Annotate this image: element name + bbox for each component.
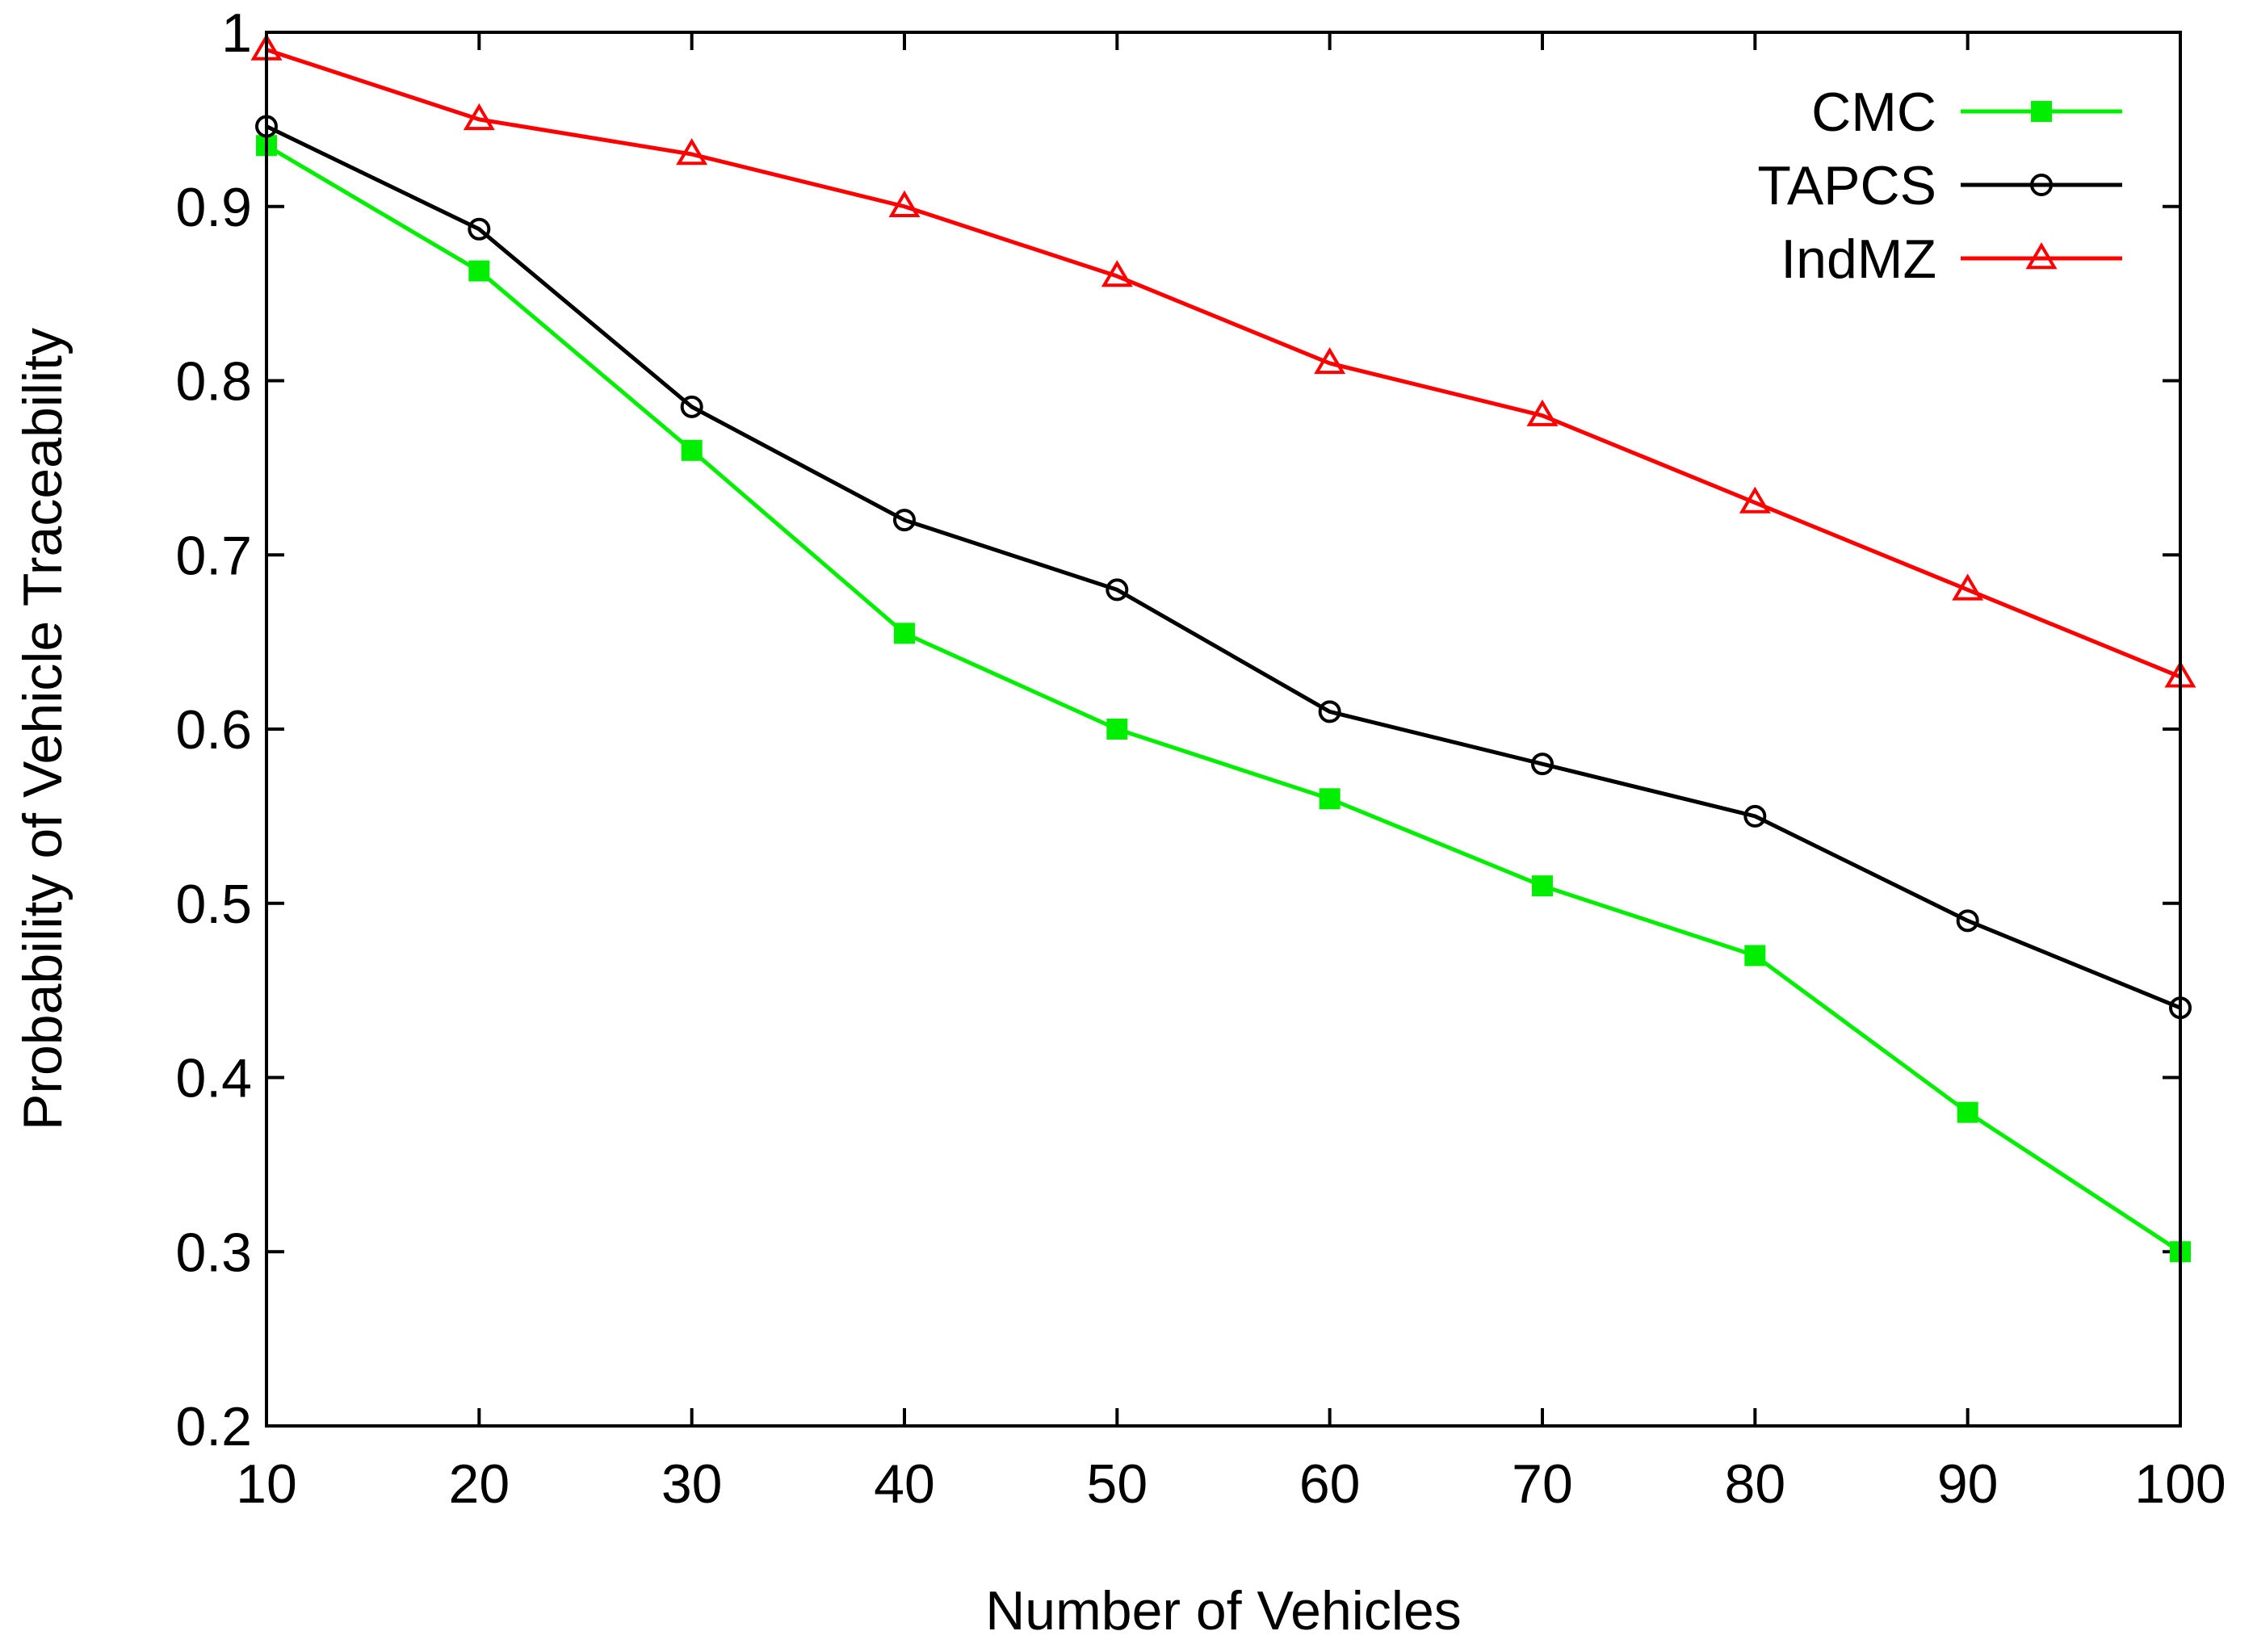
ticks-layer: 0.2 0.3 0.4 0.5 0.6 0.7 0.8 0.9 1 10 20 30 40 50 60 70 8… — [175, 2, 2226, 1515]
y-tick-label: 0.6 — [175, 699, 252, 761]
legend-item-tapcs: TAPCS — [1757, 155, 2122, 216]
x-tick-label: 100 — [2134, 1453, 2226, 1515]
legend-marker-tapcs — [2030, 174, 2053, 196]
series-line-tapcs — [265, 124, 2181, 1010]
data-point-tapcs — [1106, 578, 1129, 602]
data-point-tapcs — [1531, 753, 1554, 776]
x-tick-label: 60 — [1299, 1453, 1361, 1515]
x-tick-label: 90 — [1937, 1453, 1999, 1515]
series-tapcs — [255, 115, 2192, 1020]
x-tick-label: 20 — [449, 1453, 510, 1515]
data-point-indmz — [1952, 573, 1984, 601]
x-tick-label: 70 — [1512, 1453, 1573, 1515]
data-point-indmz — [676, 138, 708, 166]
x-tick-label: 50 — [1087, 1453, 1148, 1515]
series-layer — [250, 33, 2196, 1263]
x-axis-label: Number of Vehicles — [985, 1580, 1462, 1642]
data-point-indmz — [1739, 486, 1771, 514]
legend-marker-indmz — [2025, 242, 2058, 270]
legend-label-tapcs: TAPCS — [1757, 155, 1936, 216]
legend-label-cmc: CMC — [1811, 82, 1936, 143]
y-tick-label: 0.4 — [175, 1048, 252, 1109]
y-tick-label: 0.7 — [175, 525, 252, 586]
data-point-cmc — [1319, 788, 1340, 810]
data-point-tapcs — [1956, 909, 1979, 933]
data-point-cmc — [681, 439, 703, 461]
y-axis-label: Probability of Vehicle Traceability — [12, 328, 73, 1130]
legend-item-indmz: IndMZ — [1781, 229, 2122, 290]
legend-item-cmc: CMC — [1811, 82, 2122, 143]
series-line-indmz — [266, 48, 2181, 679]
data-point-cmc — [1106, 719, 1128, 740]
data-point-tapcs — [468, 217, 491, 241]
plot-frame — [265, 31, 2182, 1428]
x-tick-label: 80 — [1725, 1453, 1786, 1515]
x-tick-label: 30 — [661, 1453, 723, 1515]
y-tick-label: 0.3 — [175, 1222, 252, 1283]
series-cmc — [256, 135, 2191, 1263]
data-point-tapcs — [1318, 700, 1341, 723]
y-tick-label: 0.5 — [175, 874, 252, 935]
x-tick-label: 10 — [236, 1453, 297, 1515]
data-point-indmz — [463, 103, 495, 131]
data-point-tapcs — [680, 395, 703, 418]
data-point-indmz — [888, 190, 921, 217]
data-point-indmz — [1526, 399, 1559, 426]
y-tick-label: 0.2 — [175, 1396, 252, 1457]
legend: CMC TAPCS IndMZ — [1757, 82, 2122, 290]
data-point-cmc — [1957, 1101, 1978, 1123]
data-point-cmc — [894, 623, 915, 644]
x-tick-label: 40 — [874, 1453, 935, 1515]
legend-marker-cmc — [2031, 101, 2052, 122]
data-point-indmz — [1101, 260, 1133, 287]
legend-label-indmz: IndMZ — [1781, 229, 1936, 290]
series-line-cmc — [265, 144, 2182, 1254]
data-point-cmc — [1532, 875, 1553, 897]
data-point-indmz — [1314, 346, 1346, 375]
data-point-cmc — [1744, 945, 1766, 966]
y-tick-label: 1 — [221, 2, 252, 64]
y-tick-label: 0.9 — [175, 177, 252, 238]
data-point-tapcs — [893, 509, 916, 532]
data-point-tapcs — [1743, 804, 1767, 828]
series-indmz — [250, 33, 2196, 688]
y-tick-label: 0.8 — [175, 351, 252, 413]
data-point-cmc — [468, 260, 490, 282]
